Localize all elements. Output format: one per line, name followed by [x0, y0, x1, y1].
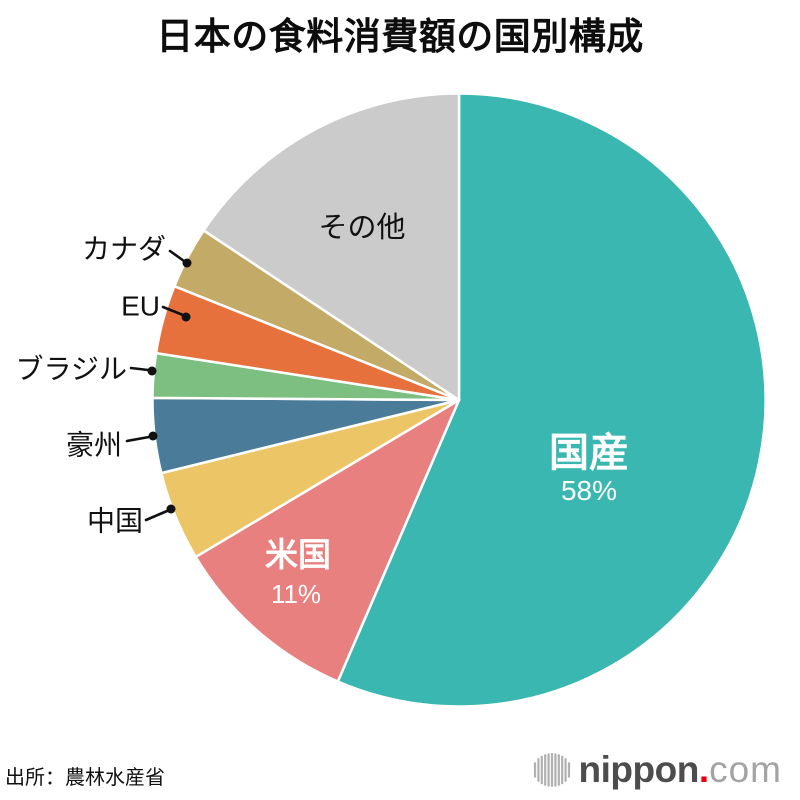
callout-australia: 豪州: [66, 430, 158, 461]
leader-line-brazil: [129, 366, 150, 372]
callout-label-china: 中国: [87, 506, 143, 537]
leader-dot-eu: [181, 312, 191, 322]
callout-china: 中国: [87, 504, 176, 537]
callout-label-eu: EU: [121, 291, 160, 322]
soundwave-bar: [543, 754, 546, 786]
callout-label-australia: 豪州: [66, 430, 122, 461]
brand-name: nippon: [578, 749, 700, 790]
brand-logo: nippon.com: [532, 750, 782, 790]
leader-dot-canada: [182, 258, 192, 268]
soundwave-bar: [557, 754, 560, 786]
slice-label-usa: 米国: [265, 536, 331, 573]
chart-title: 日本の食料消費額の国別構成: [156, 16, 644, 57]
leader-line-china: [144, 509, 169, 522]
soundwave-bar: [550, 753, 553, 787]
leader-dot-brazil: [147, 366, 157, 376]
leader-line-eu: [161, 305, 185, 317]
slice-label-domestic: 国産: [549, 431, 629, 475]
soundwave-bar: [540, 755, 543, 785]
nippon-soundwave-icon: [533, 753, 570, 787]
brand-dot: .: [698, 749, 710, 790]
callout-eu: EU: [121, 291, 191, 322]
soundwave-bar: [536, 758, 540, 782]
slice-value-domestic: 58%: [561, 475, 617, 506]
brand-wordmark: nippon.com: [579, 750, 782, 790]
callout-label-brazil: ブラジル: [16, 354, 127, 385]
soundwave-bar: [547, 753, 550, 787]
callout-label-canada: カナダ: [82, 234, 166, 265]
soundwave-bar: [560, 755, 563, 785]
brand-tld: com: [709, 749, 782, 790]
slice-value-usa: 11%: [271, 579, 321, 609]
leader-line-canada: [168, 249, 186, 263]
leader-line-australia: [125, 435, 151, 443]
leader-dot-china: [166, 504, 176, 514]
slice-label-others: その他: [318, 211, 405, 244]
soundwave-bar: [533, 762, 536, 778]
pie-slice-usa: [194, 398, 461, 683]
source-note: 出所：農林水産省: [5, 767, 165, 789]
soundwave-bar: [553, 753, 557, 787]
soundwave-bar: [567, 762, 570, 778]
soundwave-bar: [564, 758, 567, 782]
callout-brazil: ブラジル: [16, 354, 157, 385]
pie-slice-domestic: [336, 92, 767, 708]
callout-canada: カナダ: [82, 234, 192, 268]
leader-dot-australia: [148, 431, 158, 441]
pie-slice-others: [202, 92, 461, 402]
